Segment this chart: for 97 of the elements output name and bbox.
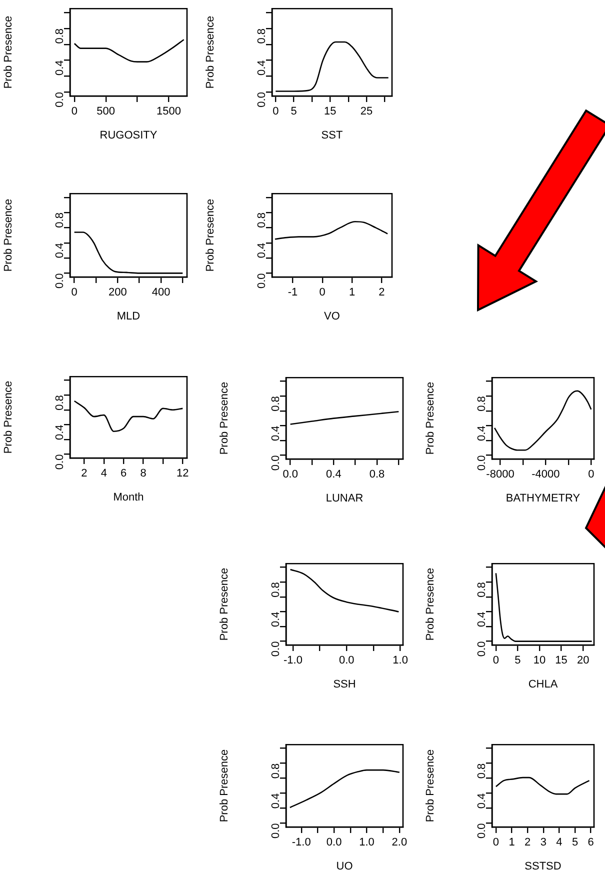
x-tick-label: -1.0	[283, 654, 302, 667]
y-tick-label: 0.4	[54, 242, 66, 258]
y-tick-label: 0.8	[476, 396, 488, 412]
y-tick-label: 0.0	[54, 273, 66, 289]
x-tick-label: 15	[324, 106, 336, 118]
x-tick-label: 1.0	[392, 654, 408, 667]
x-axis-title: BATHYMETRY	[506, 492, 581, 504]
x-axis-title: MLD	[116, 310, 140, 322]
x-tick-label: -1	[288, 286, 298, 299]
y-tick-label: 0.4	[256, 60, 268, 76]
x-tick-label: 4	[100, 468, 107, 480]
y-axis-title: Prob Presence	[424, 568, 437, 641]
y-axis-title: Prob Presence	[2, 198, 15, 272]
x-tick-label: 0	[319, 286, 326, 299]
x-tick-label: 1	[508, 836, 515, 849]
x-axis-title: VO	[324, 310, 340, 322]
y-tick-label: 0.0	[476, 823, 488, 839]
y-axis-title: Prob Presence	[204, 16, 217, 89]
y-tick-label: 0.4	[476, 793, 488, 809]
x-axis-title: SST	[321, 129, 343, 142]
x-tick-label: 6	[588, 836, 594, 849]
x-tick-label: 0.4	[326, 468, 342, 481]
y-tick-label: 0.4	[476, 612, 488, 627]
x-tick-label: -8000	[486, 468, 514, 481]
y-tick-label: 0.0	[270, 641, 282, 657]
x-tick-label: 2	[81, 468, 88, 480]
x-tick-label: 0.0	[326, 836, 342, 849]
x-tick-label: 0.0	[282, 468, 298, 481]
x-tick-label: 0	[492, 654, 499, 667]
y-tick-label: 0.4	[476, 426, 488, 441]
x-tick-label: 6	[120, 468, 127, 480]
x-tick-label: 15	[555, 654, 568, 667]
x-tick-label: 1500	[156, 106, 181, 118]
x-tick-label: 10	[533, 654, 546, 667]
x-axis-title: RUGOSITY	[100, 129, 158, 142]
x-axis-title: Month	[113, 491, 144, 504]
x-tick-label: 5	[572, 836, 578, 849]
x-axis-title: SSH	[333, 678, 356, 690]
x-tick-label: 0.8	[369, 468, 385, 481]
y-tick-label: 0.4	[54, 60, 66, 76]
x-axis-title: UO	[336, 860, 354, 872]
y-axis-title: Prob Presence	[218, 382, 231, 455]
y-tick-label: 0.4	[270, 612, 282, 627]
x-tick-label: 0	[492, 836, 500, 849]
x-tick-label: 200	[108, 286, 127, 299]
y-axis-title: Prob Presence	[424, 382, 437, 455]
y-tick-label: 0.8	[256, 212, 268, 228]
x-tick-label: 0.0	[339, 654, 354, 667]
x-tick-label: 400	[152, 286, 170, 299]
x-tick-label: -1.0	[292, 836, 311, 849]
x-tick-label: 2	[524, 836, 531, 849]
y-tick-label: 0.4	[256, 242, 268, 258]
y-axis-title: Prob Presence	[424, 749, 437, 822]
x-tick-label: 500	[96, 106, 116, 118]
x-tick-label: 1.0	[359, 836, 374, 849]
x-tick-label: 0	[71, 286, 78, 299]
x-tick-label: 0	[71, 106, 78, 118]
y-axis-title: Prob Presence	[204, 198, 217, 272]
x-tick-label: 5	[290, 106, 297, 118]
x-axis-title: SSTSD	[524, 860, 562, 872]
y-tick-label: 0.8	[54, 395, 66, 410]
x-tick-label: 5	[514, 654, 521, 667]
x-tick-label: 8	[140, 468, 146, 480]
x-tick-label: 12	[176, 468, 189, 480]
y-tick-label: 0.8	[256, 28, 268, 44]
y-tick-label: 0.0	[256, 92, 268, 108]
y-axis-title: Prob Presence	[218, 568, 231, 641]
y-tick-label: 0.8	[54, 212, 66, 228]
x-tick-label: 1	[348, 286, 356, 299]
y-tick-label: 0.0	[476, 641, 488, 657]
x-tick-label: 0	[272, 106, 279, 118]
x-tick-label: 2.0	[392, 836, 408, 849]
y-axis-title: Prob Presence	[2, 380, 15, 454]
y-tick-label: 0.4	[270, 426, 282, 441]
y-tick-label: 0.8	[476, 763, 488, 779]
x-axis-title: LUNAR	[326, 492, 364, 504]
x-axis-title: CHLA	[528, 678, 558, 690]
x-tick-label: 4	[556, 836, 562, 849]
x-tick-label: 2	[378, 286, 385, 299]
y-tick-label: 0.0	[270, 823, 282, 839]
y-axis-title: Prob Presence	[2, 16, 15, 89]
x-tick-label: 25	[360, 106, 373, 118]
y-tick-label: 0.8	[476, 582, 488, 598]
x-tick-label: -4000	[532, 468, 560, 481]
x-tick-label: 3	[540, 836, 546, 849]
y-tick-label: 0.8	[54, 28, 66, 44]
y-axis-title: Prob Presence	[218, 749, 231, 822]
y-tick-label: 0.0	[256, 273, 268, 289]
y-tick-label: 0.8	[270, 763, 282, 779]
y-tick-label: 0.0	[54, 92, 66, 108]
y-tick-label: 0.4	[270, 793, 282, 809]
x-tick-label: 0	[588, 468, 594, 481]
y-tick-label: 0.0	[54, 454, 66, 470]
y-tick-label: 0.4	[54, 424, 66, 440]
y-tick-label: 0.8	[270, 582, 282, 598]
x-tick-label: 20	[576, 654, 590, 667]
y-tick-label: 0.8	[270, 396, 282, 412]
